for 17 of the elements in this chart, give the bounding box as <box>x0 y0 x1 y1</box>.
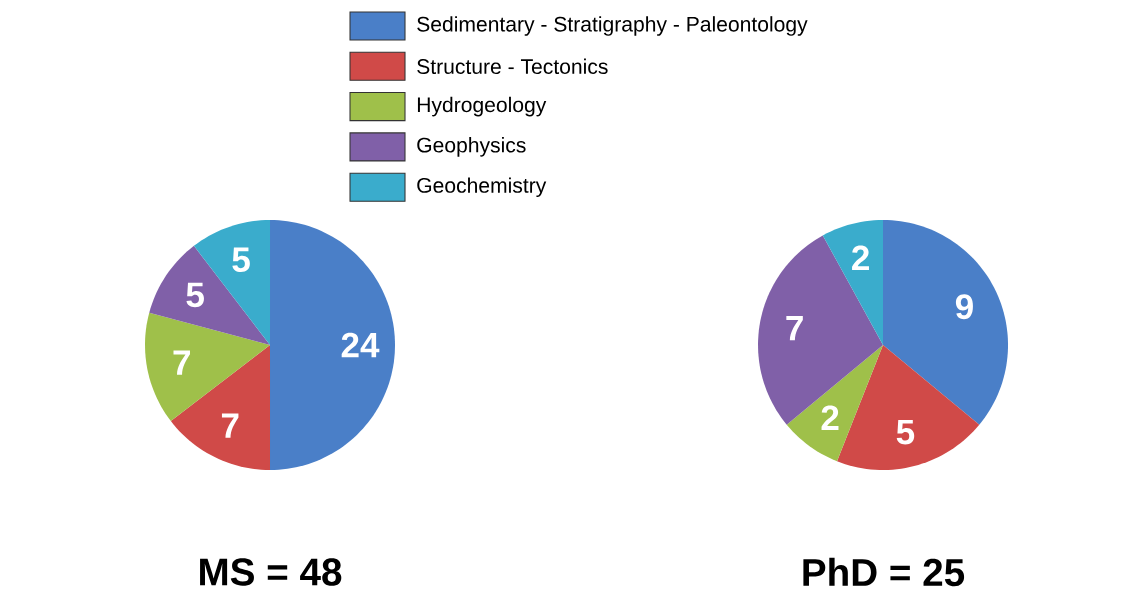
data-label: 2 <box>821 405 839 431</box>
legend-label: Hydrogeology <box>417 96 547 117</box>
data-label: 7 <box>786 316 803 341</box>
data-label: 9 <box>955 294 973 320</box>
data-label: 5 <box>186 282 204 308</box>
text: MS = 48 <box>200 558 342 586</box>
data-label: 5 <box>232 247 250 273</box>
legend-label: Sedimentary - Stratigraphy - Paleontology <box>417 16 808 36</box>
text: PhD = 25 <box>803 557 965 587</box>
legend-label: Geochemistry <box>417 177 547 198</box>
data-label: 24 <box>341 332 380 358</box>
data-label: 2 <box>852 245 869 271</box>
data-label: 7 <box>173 350 190 375</box>
legend-label: Geophysics <box>417 137 526 157</box>
data-label: 5 <box>896 419 915 445</box>
data-label: 7 <box>221 413 239 438</box>
legend-label: Structure - Tectonics <box>417 58 608 75</box>
